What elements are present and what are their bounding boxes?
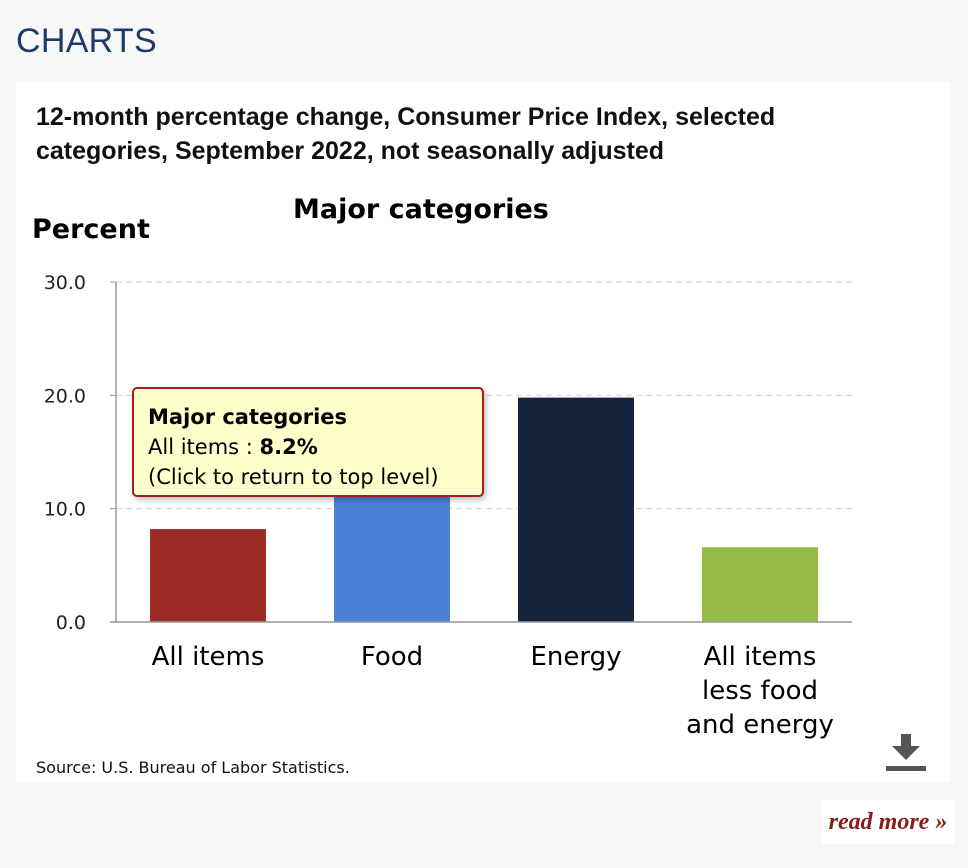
chart-subtitle: Major categories xyxy=(293,194,549,225)
bar-chart: 0.0 10.0 20.0 30.0 All items Food Energy All it… xyxy=(44,272,852,740)
source-note: Source: U.S. Bureau of Labor Statistics. xyxy=(36,758,350,777)
x-category-label-line: and energy xyxy=(686,710,834,740)
bar xyxy=(150,529,266,622)
x-category-label: Food xyxy=(361,642,423,672)
y-tick-label: 20.0 xyxy=(44,385,86,407)
tooltip-hint: (Click to return to top level) xyxy=(148,465,439,489)
x-category-label-line: Food xyxy=(361,642,423,672)
tooltip-title: Major categories xyxy=(148,405,348,429)
y-tick-label: 10.0 xyxy=(44,499,86,521)
x-category-label: Energy xyxy=(530,642,621,672)
chart-title: 12-month percentage change, Consumer Pri… xyxy=(36,103,776,165)
chart-tooltip: Major categories All items : 8.2% (Click… xyxy=(132,387,484,497)
y-tick-label: 30.0 xyxy=(44,272,86,294)
x-category-label-line: All items xyxy=(152,642,265,672)
chart-card: 12-month percentage change, Consumer Pri… xyxy=(16,82,950,782)
download-icon[interactable] xyxy=(882,730,930,778)
bar xyxy=(518,397,634,622)
x-category-label-line: Energy xyxy=(530,642,621,672)
x-category-label-line: All items xyxy=(704,642,817,672)
bar xyxy=(334,495,450,622)
tooltip-line: All items : 8.2% xyxy=(148,432,468,462)
tooltip-label: All items : xyxy=(148,435,260,459)
bar xyxy=(702,547,818,622)
y-axis-label: Percent xyxy=(32,214,150,245)
x-category-label: All items less food and energy xyxy=(686,642,834,740)
x-category-label-line: less food xyxy=(702,676,818,706)
y-tick-label: 0.0 xyxy=(56,612,86,634)
tooltip-value: 8.2% xyxy=(259,435,318,459)
x-category-label: All items xyxy=(152,642,265,672)
section-heading: CHARTS xyxy=(16,22,157,60)
read-more-link[interactable]: read more » xyxy=(822,800,954,844)
